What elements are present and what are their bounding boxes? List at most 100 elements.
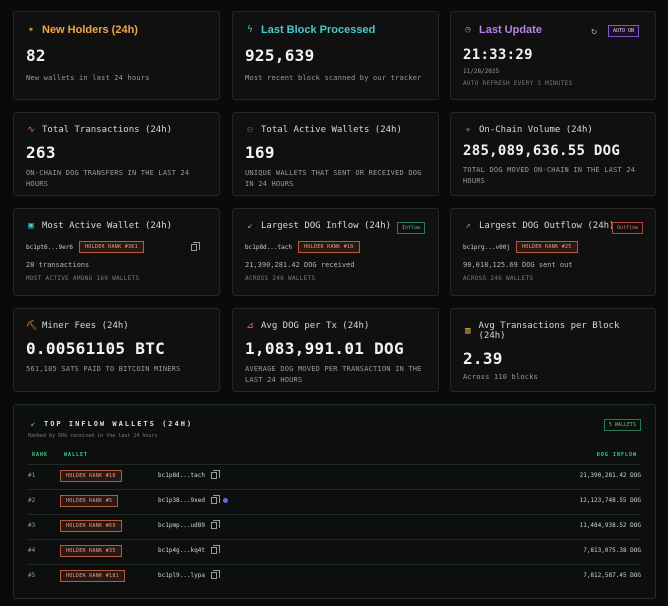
- last-block-card: ϟ Last Block Processed 925,639 Most recen…: [232, 11, 439, 100]
- card-title: New Holders (24h): [42, 24, 138, 36]
- card-title: Last Block Processed: [261, 24, 376, 36]
- wallet-address[interactable]: bc1p38...9xed: [158, 497, 205, 504]
- onchain-volume-sub: TOTAL DOG MOVED ON-CHAIN IN THE LAST 24 …: [463, 166, 636, 185]
- inflow-value: 12,123,748.55 DOG: [579, 497, 641, 504]
- largest-inflow-card: ↙ Largest DOG Inflow (24h) Inflow bc1p8d.…: [232, 208, 439, 296]
- users-icon: ⚇: [247, 124, 253, 135]
- table-row[interactable]: #5 HOLDER RANK #181 bc1pl9...lypa 7,812,…: [28, 564, 641, 586]
- holder-rank-badge: HOLDER RANK #25: [515, 241, 578, 253]
- most-active-count: 28 transactions: [26, 261, 90, 269]
- holder-rank-badge: HOLDER RANK #181: [60, 569, 125, 582]
- largest-outflow-amount: 90,018,125.69 DOG sent out: [463, 261, 573, 269]
- most-active-wallet-card: ▣ Most Active Wallet (24h) bc1pt6...9er6 …: [13, 208, 220, 296]
- table-row[interactable]: #3 HOLDER RANK #69 bc1pmp...ud89 11,484,…: [28, 514, 641, 536]
- wallet-address[interactable]: bc1p8d...tach: [158, 472, 205, 479]
- copy-icon[interactable]: [210, 520, 220, 529]
- new-holders-value: 82: [26, 46, 46, 65]
- wallet-count-badge: 5 WALLETS: [603, 419, 641, 431]
- sparkle-icon: ✶: [28, 24, 34, 35]
- clock-icon: ◷: [465, 24, 471, 35]
- inflow-badge: Inflow: [397, 222, 426, 234]
- col-inflow-header: DOG INFLOW: [596, 452, 637, 458]
- table-subtitle: Ranked by DOG received in the last 24 ho…: [28, 433, 158, 439]
- total-transactions-value: 263: [26, 143, 56, 162]
- coins-icon: ✧: [465, 124, 471, 135]
- copy-icon[interactable]: [210, 545, 220, 554]
- wallet-address[interactable]: bc1pmp...ud89: [158, 522, 205, 529]
- refresh-note: AUTO REFRESH EVERY 3 MINUTES: [463, 80, 573, 87]
- bolt-icon: ϟ: [247, 24, 253, 35]
- wallet-address[interactable]: bc1pl9...lypa: [158, 572, 205, 579]
- card-title: Avg Transactions per Block (24h): [478, 321, 620, 341]
- card-title: Total Transactions (24h): [42, 125, 173, 135]
- miner-fees-value: 0.00561105 BTC: [26, 339, 166, 358]
- holder-rank-badge: HOLDER RANK #35: [60, 544, 122, 557]
- holder-rank-badge: HOLDER RANK #10: [297, 241, 360, 253]
- wallet-address[interactable]: bc1prg...v00j: [463, 243, 510, 251]
- table-row[interactable]: #1 HOLDER RANK #10 bc1p8d...tach 21,390,…: [28, 464, 641, 486]
- onchain-volume-card: ✧ On-Chain Volume (24h) 285,089,636.55 DO…: [450, 112, 656, 196]
- col-wallet-header: WALLET: [64, 452, 89, 458]
- bar-chart-icon: ▥: [465, 325, 471, 336]
- avg-dog-value: 1,083,991.01 DOG: [245, 339, 404, 358]
- copy-icon[interactable]: [210, 495, 220, 504]
- activity-icon: ∿: [27, 124, 35, 135]
- inflow-value: 7,813,075.38 DOG: [583, 547, 641, 554]
- pickaxe-icon: ⛏: [26, 320, 38, 331]
- last-block-value: 925,639: [245, 46, 315, 65]
- table-row[interactable]: #4 HOLDER RANK #35 bc1p4g...kq4t 7,813,0…: [28, 539, 641, 561]
- largest-outflow-card: ↗ Largest DOG Outflow (24h) Outflow bc1pr…: [450, 208, 656, 296]
- chart-icon: ⊿: [246, 320, 254, 331]
- card-title: Miner Fees (24h): [42, 321, 129, 331]
- holder-rank-badge: HOLDER RANK #5: [60, 494, 119, 507]
- copy-icon[interactable]: [210, 470, 220, 479]
- last-update-time: 21:33:29: [463, 47, 533, 63]
- wallet-address[interactable]: bc1p8d...tach: [245, 243, 292, 251]
- avg-tx-block-card: ▥ Avg Transactions per Block (24h) 2.39 A…: [450, 308, 656, 392]
- active-wallets-sub: UNIQUE WALLETS THAT SENT OR RECEIVED DOG…: [245, 169, 422, 188]
- card-title: Total Active Wallets (24h): [261, 125, 402, 135]
- arrow-up-right-icon: ↗: [465, 220, 471, 231]
- inflow-value: 7,812,587.45 DOG: [583, 572, 641, 579]
- holder-rank-badge: HOLDER RANK #10: [60, 469, 122, 482]
- card-title: Most Active Wallet (24h): [42, 221, 173, 231]
- arrow-down-left-icon: ↙: [30, 419, 36, 428]
- wallet-icon: ▣: [28, 220, 34, 231]
- copy-icon[interactable]: [210, 570, 220, 579]
- table-row[interactable]: #2 HOLDER RANK #5 bc1p38...9xed 12,123,7…: [28, 489, 641, 511]
- wallet-address[interactable]: bc1pt6...9er6: [26, 243, 73, 251]
- avg-tx-block-value: 2.39: [463, 349, 503, 368]
- copy-icon[interactable]: [191, 241, 200, 251]
- last-update-card: ◷ Last Update ↻ AUTO ON 21:33:29 11/28/20…: [450, 11, 656, 100]
- active-wallets-card: ⚇ Total Active Wallets (24h) 169 UNIQUE W…: [232, 112, 439, 196]
- row-rank: #4: [28, 547, 36, 554]
- most-active-note: MOST ACTIVE AMONG 169 WALLETS: [26, 275, 140, 282]
- active-wallets-value: 169: [245, 143, 275, 162]
- total-transactions-card: ∿ Total Transactions (24h) 263 ON-CHAIN D…: [13, 112, 220, 196]
- top-inflow-wallets-panel: ↙ TOP INFLOW WALLETS (24H) Ranked by DOG…: [13, 404, 656, 599]
- last-block-sub: Most recent block scanned by our tracker: [245, 74, 422, 82]
- inflow-value: 21,390,281.42 DOG: [579, 472, 641, 479]
- auto-toggle-button[interactable]: AUTO ON: [608, 25, 640, 37]
- new-holders-sub: New wallets in last 24 hours: [26, 74, 150, 82]
- card-title: Last Update: [479, 24, 542, 36]
- card-title: Largest DOG Inflow (24h): [261, 221, 392, 231]
- avg-tx-block-sub: Across 110 blocks: [463, 373, 539, 381]
- largest-inflow-note: ACROSS 246 WALLETS: [245, 275, 316, 282]
- largest-outflow-note: ACROSS 246 WALLETS: [463, 275, 534, 282]
- arrow-down-left-icon: ↙: [247, 220, 253, 231]
- row-rank: #1: [28, 472, 36, 479]
- card-title: Largest DOG Outflow (24h): [479, 221, 615, 231]
- row-rank: #5: [28, 572, 36, 579]
- total-transactions-sub: ON-CHAIN DOG TRANSFERS IN THE LAST 24 HO…: [26, 169, 190, 188]
- refresh-icon[interactable]: ↻: [591, 26, 598, 37]
- miner-fees-card: ⛏ Miner Fees (24h) 0.00561105 BTC 561,105…: [13, 308, 220, 392]
- onchain-volume-value: 285,089,636.55 DOG: [463, 143, 621, 159]
- table-title: TOP INFLOW WALLETS (24H): [44, 419, 194, 428]
- holder-rank-badge: HOLDER RANK #69: [60, 519, 122, 532]
- row-rank: #3: [28, 522, 36, 529]
- new-holders-card: ✶ New Holders (24h) 82 New wallets in las…: [13, 11, 220, 100]
- wallet-address[interactable]: bc1p4g...kq4t: [158, 547, 205, 554]
- status-dot-icon: [222, 498, 228, 503]
- inflow-value: 11,484,938.52 DOG: [579, 522, 641, 529]
